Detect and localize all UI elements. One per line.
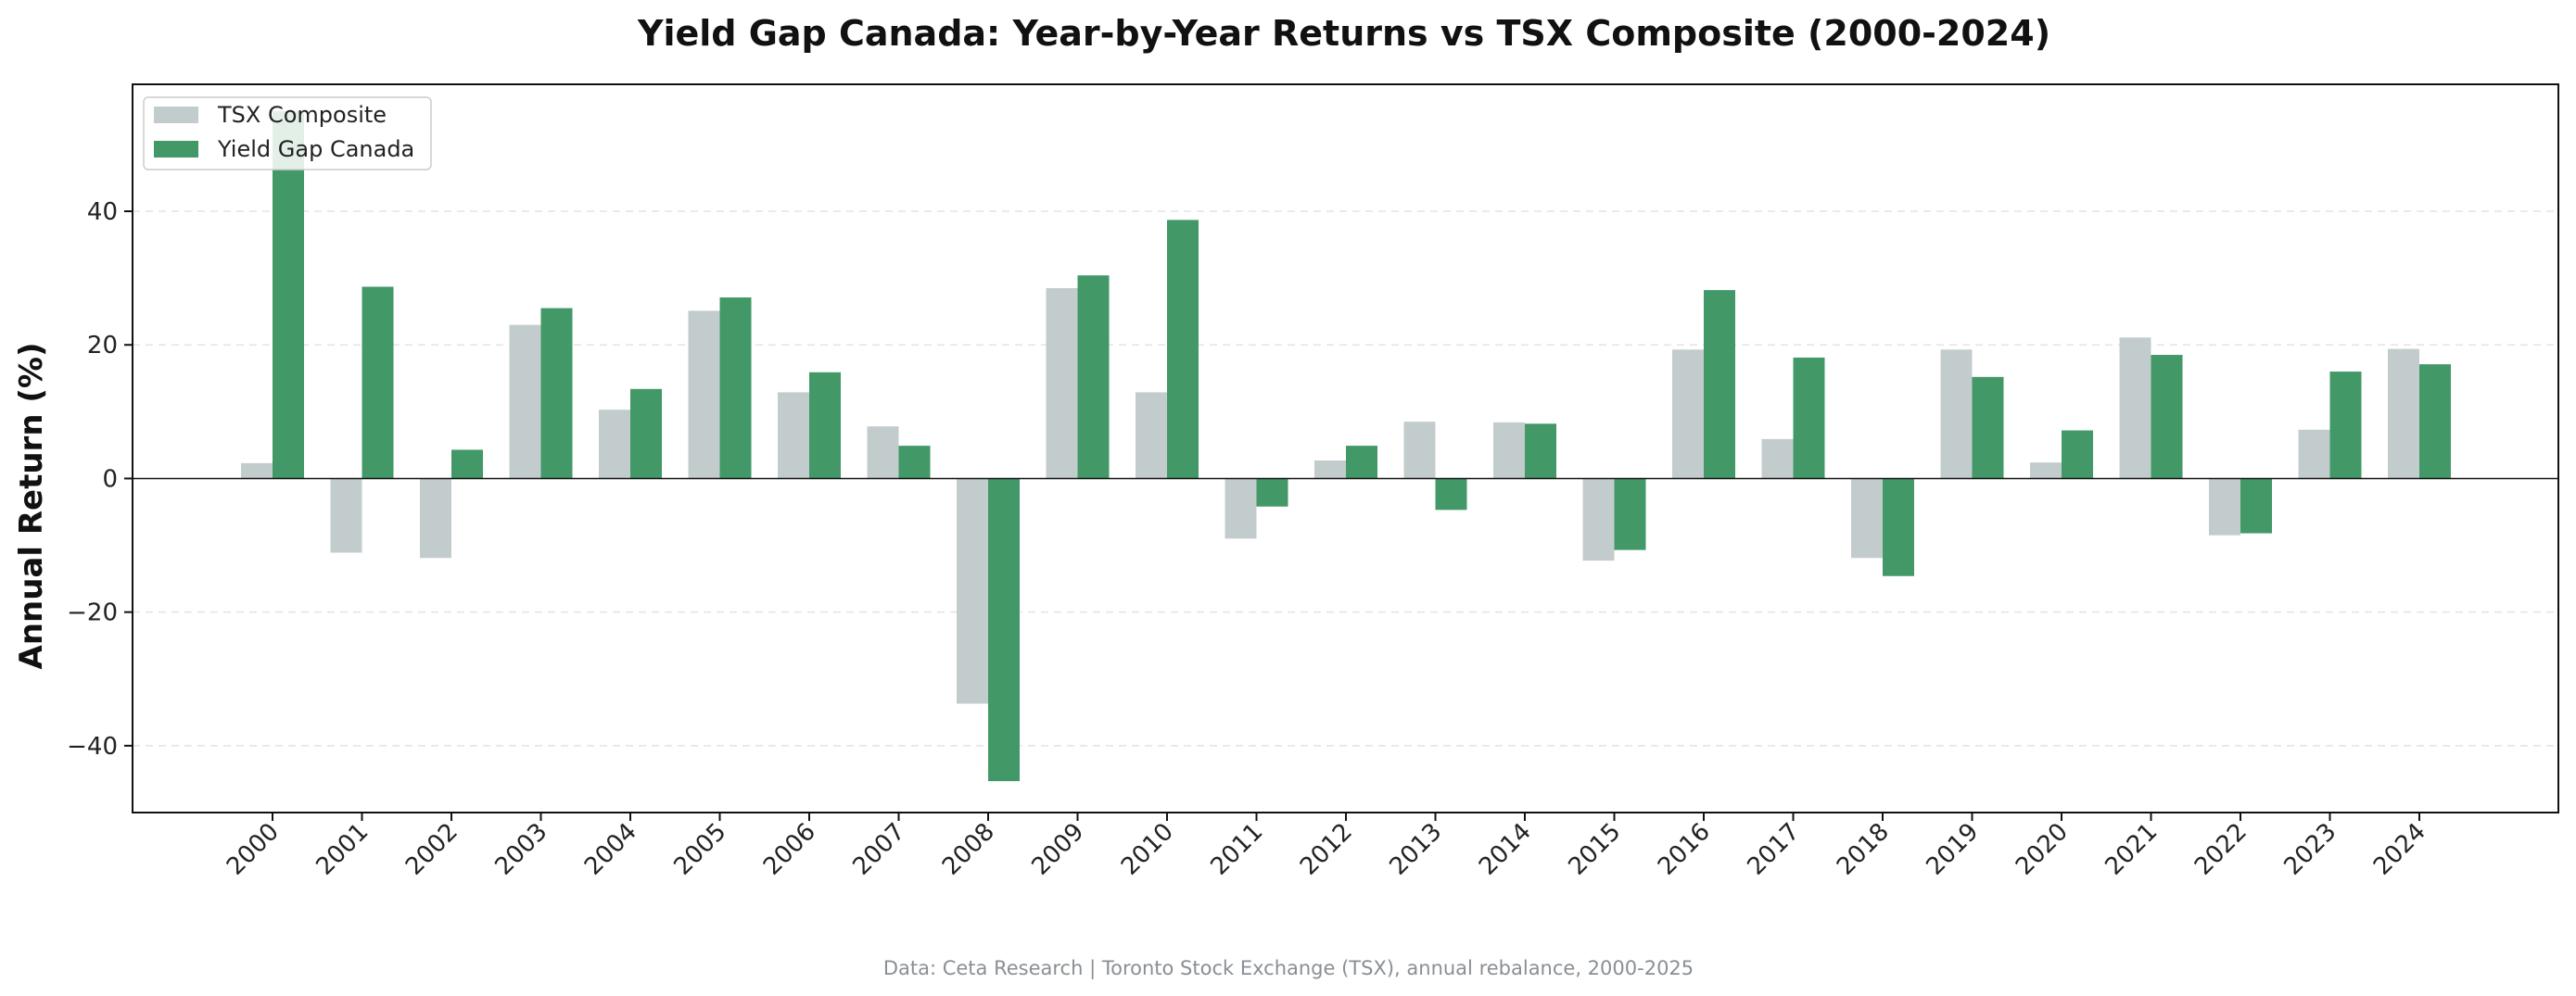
legend: TSX Composite Yield Gap Canada [143, 96, 432, 170]
bar-yield-gap-2022 [2240, 478, 2272, 534]
bar-tsx-2008 [957, 478, 988, 704]
bar-tsx-2000 [241, 462, 273, 479]
chart-title: Yield Gap Canada: Year-by-Year Returns v… [637, 13, 2050, 54]
bar-tsx-2023 [2298, 429, 2330, 479]
x-tick-label: 2001 [311, 818, 374, 881]
bar-tsx-2014 [1493, 422, 1525, 479]
bar-tsx-2010 [1136, 392, 1167, 479]
bar-yield-gap-2000 [273, 110, 304, 479]
bar-yield-gap-2009 [1077, 275, 1110, 479]
x-tick-label: 2011 [1205, 818, 1268, 881]
bar-yield-gap-2024 [2419, 364, 2451, 479]
legend-swatch-tsx [154, 107, 198, 123]
x-tick-label: 2014 [1474, 818, 1537, 881]
bar-tsx-2011 [1225, 478, 1257, 539]
bar-yield-gap-2008 [988, 478, 1020, 782]
x-tick-label: 2022 [2189, 818, 2252, 881]
bar-tsx-2009 [1046, 287, 1078, 479]
bar-tsx-2001 [330, 478, 362, 553]
plot-area-frame [132, 83, 2559, 813]
x-tick-label: 2009 [1026, 818, 1089, 881]
bar-yield-gap-2019 [1972, 376, 2004, 479]
bar-tsx-2019 [1940, 349, 1973, 479]
bar-yield-gap-2012 [1346, 446, 1377, 479]
x-tick-label: 2004 [579, 818, 642, 881]
x-tick-label: 2012 [1295, 818, 1358, 881]
bar-tsx-2021 [2119, 337, 2151, 479]
bars-layer [241, 110, 2451, 782]
bar-yield-gap-2010 [1167, 220, 1199, 479]
bar-yield-gap-2011 [1256, 478, 1288, 507]
y-axis: −40 −20 0 20 40 [67, 198, 133, 761]
bar-yield-gap-2006 [809, 372, 841, 479]
legend-swatch-yield-gap [154, 141, 198, 158]
y-tick-label: 20 [87, 332, 118, 359]
bar-yield-gap-2020 [2062, 430, 2093, 479]
bar-yield-gap-2014 [1525, 423, 1556, 479]
bar-yield-gap-2015 [1614, 478, 1646, 550]
bar-yield-gap-2002 [451, 449, 483, 479]
data-source-note: Data: Ceta Research | Toronto Stock Exch… [883, 957, 1694, 980]
bar-tsx-2006 [778, 392, 809, 479]
bar-yield-gap-2017 [1793, 357, 1825, 479]
x-tick-label: 2017 [1742, 818, 1805, 881]
x-tick-label: 2015 [1563, 818, 1626, 881]
bar-tsx-2015 [1582, 478, 1615, 561]
y-axis-label: Annual Return (%) [13, 342, 50, 669]
bar-yield-gap-2004 [630, 388, 662, 479]
y-tick-label: −20 [67, 599, 118, 627]
x-axis: 2000 2001 2002 2003 2004 2005 2006 2007 2008 2009… [222, 813, 2431, 881]
bar-yield-gap-2001 [362, 286, 394, 479]
bar-yield-gap-2003 [540, 308, 573, 479]
bar-tsx-2002 [420, 478, 451, 559]
x-tick-label: 2019 [1921, 818, 1984, 881]
bar-yield-gap-2021 [2151, 355, 2183, 479]
bar-tsx-2017 [1761, 438, 1794, 479]
bar-tsx-2022 [2209, 478, 2240, 536]
bar-tsx-2003 [509, 324, 541, 479]
bar-tsx-2005 [688, 310, 720, 479]
x-tick-label: 2002 [400, 818, 463, 881]
bar-tsx-2016 [1672, 349, 1704, 479]
bar-tsx-2018 [1851, 478, 1883, 559]
bar-yield-gap-2016 [1704, 290, 1735, 479]
bar-yield-gap-2007 [898, 446, 931, 479]
bar-yield-gap-2023 [2329, 372, 2362, 479]
bar-tsx-2020 [2030, 462, 2062, 479]
x-tick-label: 2000 [222, 818, 285, 881]
bar-tsx-2007 [867, 426, 899, 479]
x-tick-label: 2008 [937, 818, 1000, 881]
x-tick-label: 2021 [2100, 818, 2163, 881]
x-tick-label: 2013 [1384, 818, 1447, 881]
y-tick-label: −40 [67, 733, 118, 761]
x-tick-label: 2023 [2278, 818, 2341, 881]
bar-yield-gap-2005 [719, 297, 752, 479]
bar-yield-gap-2013 [1435, 478, 1467, 511]
legend-box [143, 96, 432, 170]
x-tick-label: 2010 [1116, 818, 1179, 881]
x-tick-label: 2018 [1832, 818, 1895, 881]
x-tick-label: 2007 [847, 818, 910, 881]
x-tick-label: 2020 [2011, 818, 2074, 881]
bar-tsx-2004 [599, 410, 630, 479]
x-tick-label: 2006 [758, 818, 821, 881]
x-tick-label: 2016 [1653, 818, 1716, 881]
x-tick-label: 2003 [489, 818, 552, 881]
x-tick-label: 2024 [2368, 818, 2431, 881]
legend-label-tsx: TSX Composite [217, 102, 387, 128]
y-tick-label: 0 [102, 465, 118, 493]
bar-tsx-2024 [2388, 348, 2419, 479]
y-tick-label: 40 [87, 198, 118, 226]
bar-tsx-2013 [1403, 422, 1436, 479]
x-tick-label: 2005 [668, 818, 731, 881]
legend-label-yield-gap: Yield Gap Canada [217, 136, 414, 162]
bar-tsx-2012 [1314, 460, 1346, 479]
bar-yield-gap-2018 [1883, 478, 1914, 576]
